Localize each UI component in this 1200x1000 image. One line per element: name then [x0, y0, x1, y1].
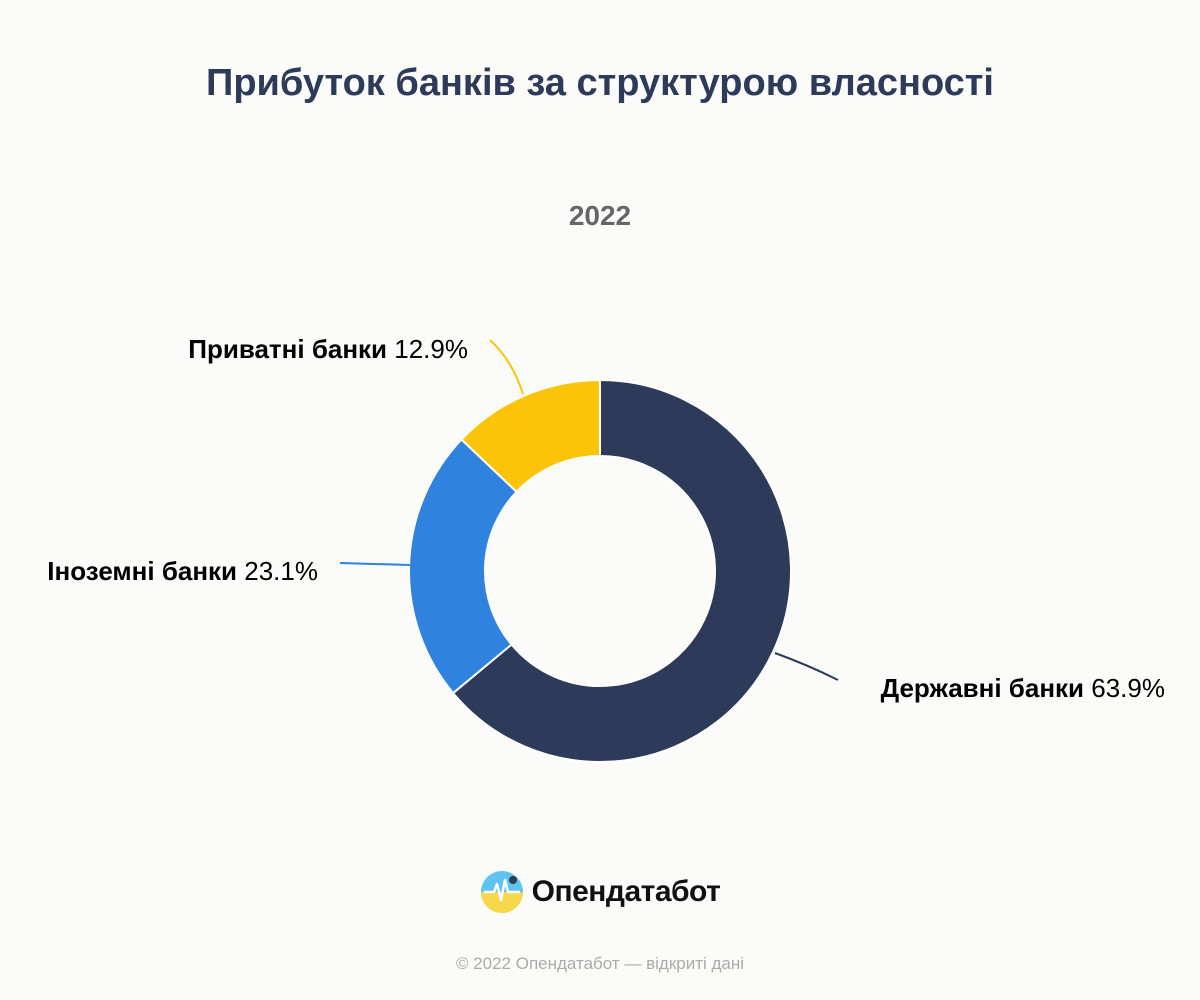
- copyright-footer: © 2022 Опендатабот — відкриті дані: [455, 954, 745, 973]
- slice-label-value: 63.9%: [1091, 673, 1165, 703]
- brand-logo: Опендатабот: [0, 870, 1200, 914]
- slice-label-name: Приватні банки: [188, 334, 394, 364]
- slice-1: [451, 378, 792, 763]
- slice-label-value: 23.1%: [244, 556, 318, 586]
- slice-2: [408, 438, 519, 695]
- slice-3: [460, 378, 601, 494]
- slice-label-name: Державні банки: [881, 673, 1092, 703]
- slice-label-name: Іноземні банки: [47, 556, 244, 586]
- brand-name: Опендатабот: [531, 875, 721, 908]
- chart-title: Прибуток банків за структурою власності: [206, 62, 994, 104]
- opendatabot-logo-icon: [480, 871, 523, 913]
- connector-line-2: [339, 562, 411, 566]
- slice-label-2: Іноземні банки 23.1%: [47, 556, 318, 586]
- slice-label-value: 12.9%: [394, 334, 468, 364]
- connector-line-1: [774, 652, 839, 681]
- slice-label-1: Державні банки 63.9%: [881, 673, 1165, 703]
- slice-label-3: Приватні банки 12.9%: [188, 334, 468, 364]
- chart-subtitle: 2022: [568, 200, 632, 231]
- connector-line-3: [489, 339, 524, 395]
